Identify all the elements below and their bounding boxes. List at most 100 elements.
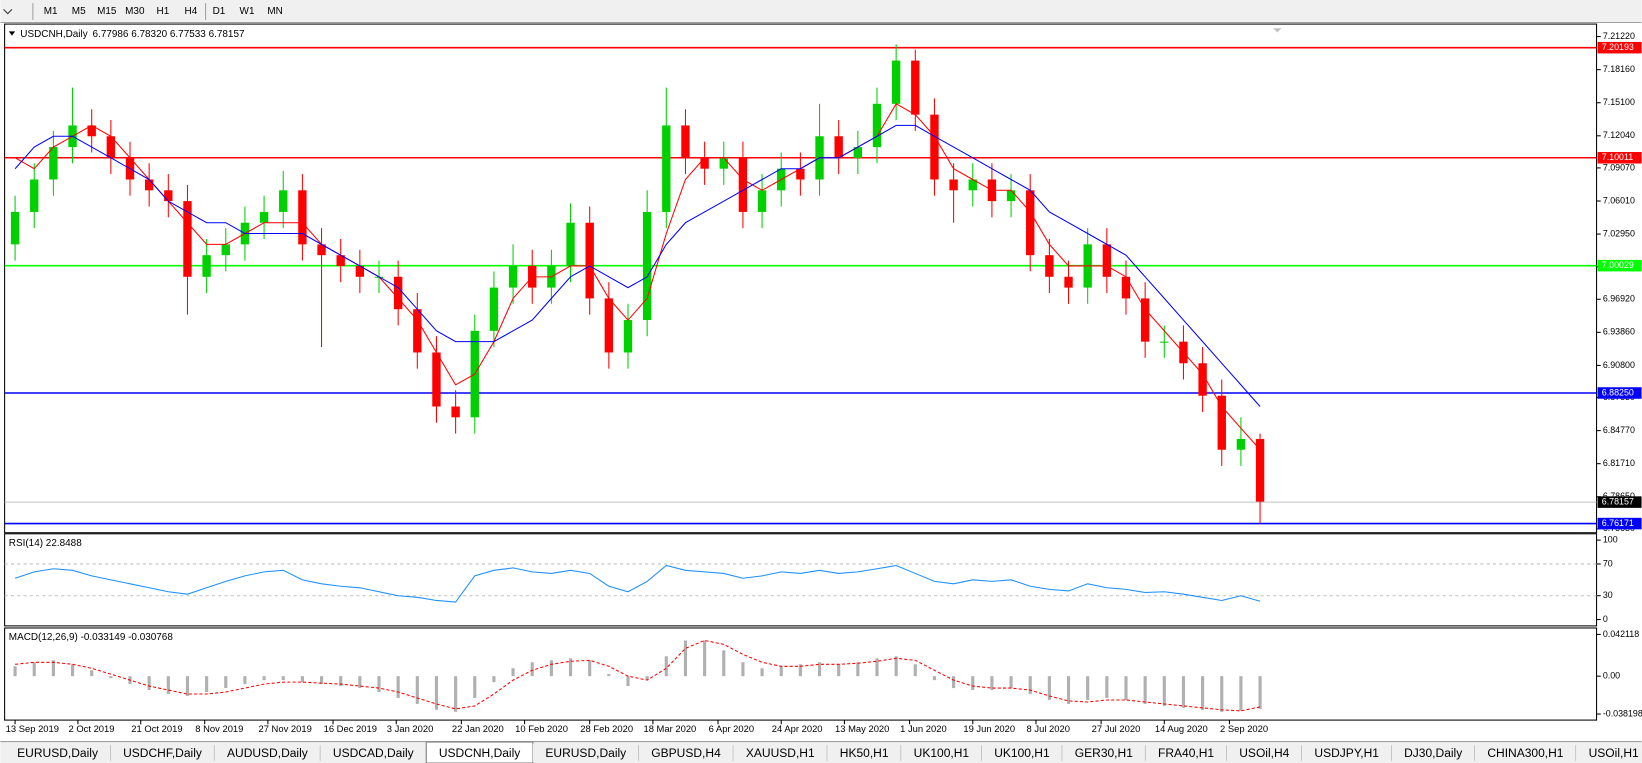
timeframe-button[interactable]: M15 xyxy=(97,6,117,17)
tab[interactable] xyxy=(733,744,828,762)
tab[interactable] xyxy=(320,744,427,762)
tab-label[interactable]: CHINA300,H1 xyxy=(1487,746,1563,760)
y-tick-label: 70 xyxy=(1603,558,1613,568)
candle-body xyxy=(623,320,633,353)
tab-label[interactable]: EURUSD,Daily xyxy=(17,746,98,760)
macd-bar xyxy=(51,660,55,677)
macd-bar xyxy=(990,676,994,691)
macd-bar xyxy=(1201,676,1205,710)
macd-bar xyxy=(1124,676,1128,700)
tab-label[interactable]: GER30,H1 xyxy=(1075,746,1133,760)
candle-body xyxy=(949,179,958,191)
tab-label[interactable]: USDJPY,H1 xyxy=(1314,746,1379,760)
macd-bar xyxy=(32,662,36,677)
tab[interactable] xyxy=(638,744,734,762)
tab-label[interactable]: DJ30,Daily xyxy=(1404,746,1462,760)
macd-bar xyxy=(1066,676,1071,704)
tab-label[interactable]: XAUUSD,H1 xyxy=(746,746,815,760)
x-tick-label: 8 Jul 2020 xyxy=(1027,723,1070,734)
timeframe-button[interactable]: M1 xyxy=(44,6,58,17)
candle-body xyxy=(891,60,901,104)
timeframe-button[interactable]: W1 xyxy=(240,6,255,17)
timeframe-button[interactable]: MN xyxy=(267,6,282,17)
tab[interactable] xyxy=(1474,744,1577,762)
tab-label[interactable]: HK50,H1 xyxy=(840,746,889,760)
timeframe-button[interactable]: D1 xyxy=(213,6,226,17)
y-tick-label: 7.18160 xyxy=(1603,64,1635,74)
macd-bar xyxy=(703,640,707,677)
timeframe-button[interactable]: M30 xyxy=(125,6,145,17)
macd-bar xyxy=(262,676,266,681)
macd-bar xyxy=(70,664,75,677)
candle-body xyxy=(738,157,748,212)
tab[interactable] xyxy=(1145,744,1227,762)
tab[interactable] xyxy=(214,744,321,762)
macd-bar xyxy=(1009,676,1013,689)
tab[interactable] xyxy=(4,744,111,762)
x-tick-label: 22 Jan 2020 xyxy=(452,723,504,734)
x-tick-label: 2 Oct 2019 xyxy=(68,723,114,734)
tab-label[interactable]: GBPUSD,H4 xyxy=(651,746,721,760)
y-tick-label: 7.06010 xyxy=(1603,195,1635,205)
price-pane xyxy=(4,23,1598,534)
tab-label[interactable]: USOil,H4 xyxy=(1239,746,1289,760)
timeframe-button[interactable]: M5 xyxy=(72,6,86,17)
macd-bar xyxy=(1028,676,1032,695)
candle-body xyxy=(585,222,594,299)
macd-bar xyxy=(166,676,170,695)
tab[interactable] xyxy=(827,744,902,762)
macd-bar xyxy=(1047,676,1051,700)
candle-body xyxy=(202,255,211,277)
tab-label[interactable]: USDCNH,Daily xyxy=(439,746,520,760)
candle-body xyxy=(355,265,365,277)
tab[interactable] xyxy=(1226,744,1302,762)
tab[interactable] xyxy=(1576,744,1642,762)
tab-label[interactable]: UK100,H1 xyxy=(994,746,1050,760)
toolbar-icon[interactable] xyxy=(3,9,13,15)
rsi-title: RSI(14) 22.8488 xyxy=(9,538,82,549)
macd-bar xyxy=(607,674,611,677)
candle-body xyxy=(834,136,843,158)
tab-label[interactable]: EURUSD,Daily xyxy=(545,746,626,760)
tab[interactable] xyxy=(110,744,215,762)
x-tick-label: 13 Sep 2019 xyxy=(6,723,59,734)
candle-body xyxy=(451,406,460,418)
level-price-box xyxy=(1597,387,1642,399)
tab[interactable] xyxy=(532,744,639,762)
y-tick-label: 6.78650 xyxy=(1603,491,1635,501)
macd-bar xyxy=(683,640,688,677)
x-tick-label: 8 Nov 2019 xyxy=(195,723,243,734)
candle-body xyxy=(796,168,805,180)
rsi-pane xyxy=(4,533,1598,627)
tab-label[interactable]: USOil,H1 xyxy=(1589,746,1639,760)
tab-label[interactable]: USDCAD,Daily xyxy=(333,746,414,760)
y-tick-label: 7.15100 xyxy=(1603,97,1635,107)
tab-label[interactable]: USDCHF,Daily xyxy=(123,746,202,760)
level-price-box xyxy=(1597,517,1642,530)
ohlc-text: 6.77986 6.78320 6.77533 6.78157 xyxy=(93,29,245,40)
macd-bar xyxy=(473,676,477,698)
chart-menu-icon[interactable] xyxy=(8,31,16,36)
timeframe-button[interactable]: H1 xyxy=(157,6,170,17)
macd-bar xyxy=(1105,676,1109,698)
x-tick-label: 16 Dec 2019 xyxy=(324,723,377,734)
candle-body xyxy=(30,179,39,212)
tab-label[interactable]: FRA40,H1 xyxy=(1158,746,1214,760)
tab[interactable] xyxy=(1391,744,1475,762)
candle-body xyxy=(1160,341,1169,343)
macd-bar xyxy=(798,664,802,677)
tab-label[interactable]: AUDUSD,Daily xyxy=(227,746,308,760)
tab[interactable] xyxy=(901,744,982,762)
x-tick-label: 19 Jun 2020 xyxy=(963,723,1015,734)
macd-bar xyxy=(90,670,94,677)
tab[interactable] xyxy=(981,744,1063,762)
tab-label[interactable]: UK100,H1 xyxy=(914,746,970,760)
tab[interactable] xyxy=(1062,744,1146,762)
candle-body xyxy=(508,265,518,288)
macd-bar xyxy=(1143,676,1147,704)
tab[interactable] xyxy=(1301,744,1392,762)
candle-body xyxy=(432,352,441,407)
timeframe-button[interactable]: H4 xyxy=(185,6,198,17)
macd-bar xyxy=(109,676,113,679)
